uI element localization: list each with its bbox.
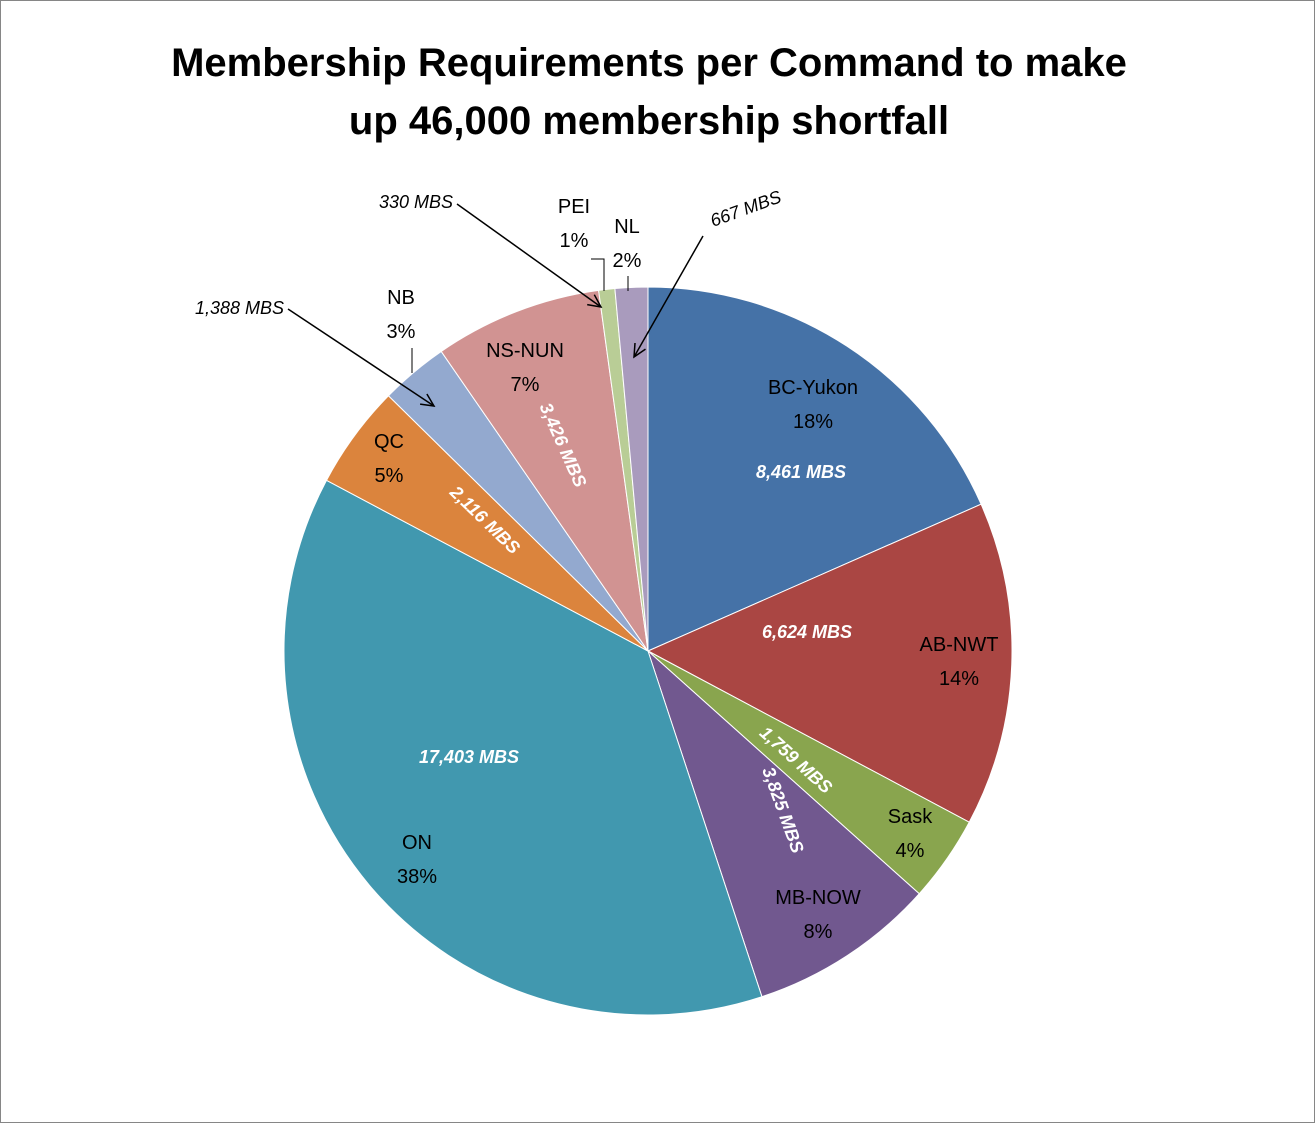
category-label-ns-nun: NS-NUN 7% [486,340,564,396]
pie-slice-on [283,479,763,1016]
leader-arrowhead-nl [633,342,646,359]
value-label-nb: 1,388 MBS [195,298,284,318]
value-label-ab-nwt: 6,624 MBS [762,622,852,642]
value-label-bc-yukon: 8,461 MBS [756,462,846,482]
pie-slice-ab-nwt [646,503,1013,823]
category-label-pei: PEI 1% [558,196,590,252]
category-label-mb-now: MB-NOW 8% [775,887,861,943]
leader-arrow-nb [287,308,435,407]
leader-arrow-pei [456,203,602,308]
category-label-sask: Sask 4% [888,806,933,862]
pie-slice-mb-now [646,649,920,998]
category-label-qc: QC 5% [374,431,404,487]
pie-slice-ns-nun [440,289,649,652]
category-label-bc-yukon: BC-Yukon 18% [768,377,858,433]
category-label-on: ON 38% [397,832,437,888]
pie-slice-nl [614,286,649,652]
label-leader-pei [591,258,605,291]
leader-arrowhead-nb [419,393,436,407]
chart-title-line-2: up 46,000 membership shortfall [349,99,949,143]
chart-title-line-1: Membership Requirements per Command to m… [171,41,1127,85]
leader-arrowhead-pei [587,294,603,309]
pie-slice-bc-yukon [647,286,982,652]
category-label-nl: NL 2% [613,216,642,272]
value-label-on: 17,403 MBS [419,747,519,767]
category-label-nb: NB 3% [387,287,416,343]
category-label-ab-nwt: AB-NWT 14% [920,634,999,690]
value-label-pei: 330 MBS [379,192,453,212]
value-label-nl: 667 MBS [708,187,784,231]
leader-arrow-nl [633,235,704,358]
